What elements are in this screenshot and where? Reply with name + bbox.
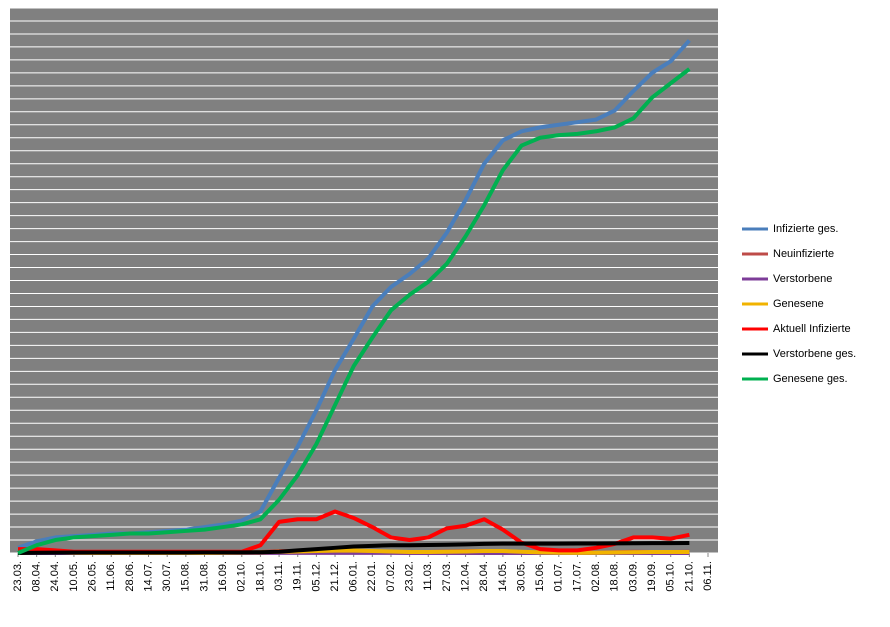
x-tick-label: 23.03. xyxy=(12,561,24,592)
legend-label: Genesene xyxy=(773,298,824,310)
x-tick-label: 31.08. xyxy=(198,561,210,592)
x-tick-label: 02.10. xyxy=(236,561,248,592)
x-tick-label: 21.12. xyxy=(329,561,341,592)
legend: Infizierte ges. Neuinfizierte Verstorbene G… xyxy=(742,223,856,385)
x-tick-label: 28.06. xyxy=(124,561,136,592)
x-tick-label: 15.06. xyxy=(534,561,546,592)
x-tick-label: 07.02. xyxy=(385,561,397,592)
x-tick-label: 15.08. xyxy=(180,561,192,592)
legend-label: Aktuell Infizierte xyxy=(773,323,851,335)
x-tick-label: 30.05. xyxy=(515,561,527,592)
x-tick-label: 05.10. xyxy=(665,561,677,592)
x-tick-label: 11.03. xyxy=(422,561,434,591)
x-tick-label: 22.01. xyxy=(366,561,378,592)
x-tick-label: 23.02. xyxy=(404,561,416,592)
x-tick-label: 10.05. xyxy=(68,561,80,592)
x-tick-label: 19.09. xyxy=(646,561,658,592)
x-tick-label: 14.05. xyxy=(497,561,509,592)
x-tick-label: 30.07. xyxy=(161,561,173,592)
x-tick-label: 11.06. xyxy=(105,561,117,591)
x-tick-label: 18.08. xyxy=(609,561,621,592)
x-tick-label: 24.04. xyxy=(49,561,61,592)
x-tick-label: 06.01. xyxy=(348,561,360,592)
x-tick-label: 01.07. xyxy=(553,561,565,592)
x-tick-label: 03.11. xyxy=(273,561,285,591)
x-tick-label: 21.10. xyxy=(683,561,695,592)
x-tick-label: 18.10. xyxy=(254,561,266,592)
x-tick-label: 28.04. xyxy=(478,561,490,592)
x-tick-label: 12.04. xyxy=(459,561,471,592)
x-tick-label: 02.08. xyxy=(590,561,602,592)
legend-label: Neuinfizierte xyxy=(773,248,834,260)
x-tick-label: 08.04. xyxy=(31,561,43,592)
x-tick-label: 27.03. xyxy=(441,561,453,592)
legend-label: Verstorbene ges. xyxy=(773,348,856,360)
x-tick-label: 19.11. xyxy=(292,561,304,591)
x-tick-label: 06.11. xyxy=(702,561,714,591)
legend-label: Infizierte ges. xyxy=(773,223,838,235)
x-tick-label: 03.09. xyxy=(627,561,639,592)
x-tick-label: 14.07. xyxy=(142,561,154,592)
x-tick-label: 05.12. xyxy=(310,561,322,592)
legend-label: Verstorbene xyxy=(773,273,832,285)
x-tick-label: 16.09. xyxy=(217,561,229,592)
x-tick-label: 17.07. xyxy=(571,561,583,592)
legend-label: Genesene ges. xyxy=(773,373,848,385)
x-tick-label: 26.05. xyxy=(87,561,99,592)
